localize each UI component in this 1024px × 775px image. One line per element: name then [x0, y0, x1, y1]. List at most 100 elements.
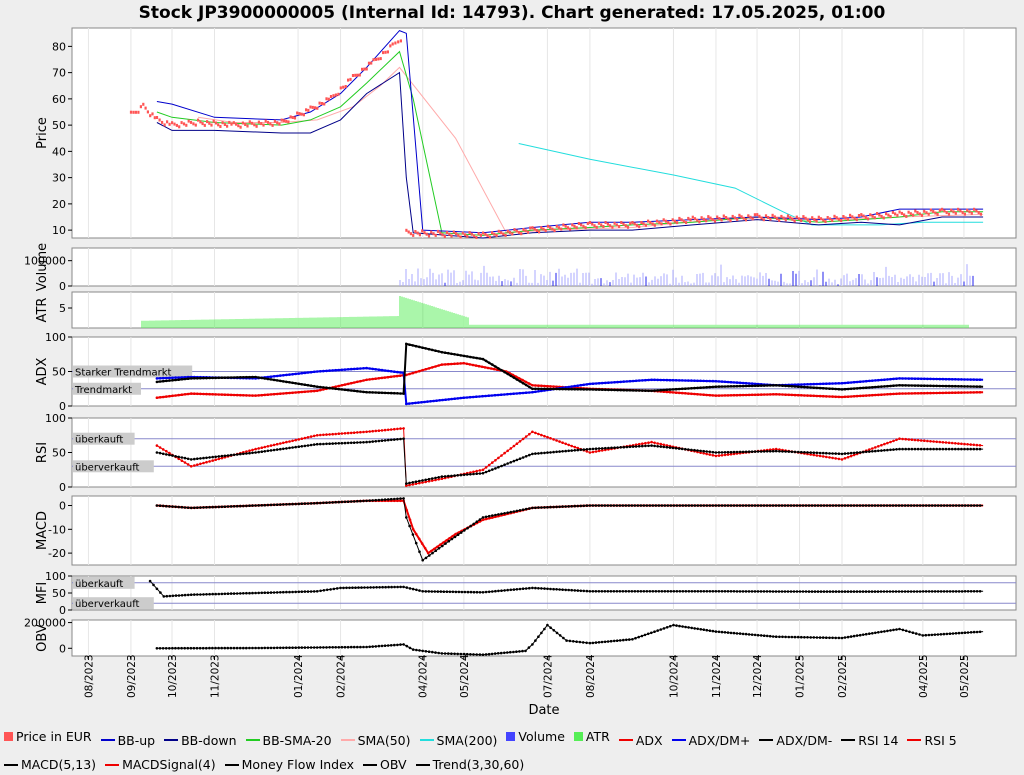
adx-line-point — [978, 391, 982, 394]
dm-minus-line-point — [693, 386, 696, 390]
dm-minus-line-point — [787, 384, 791, 388]
rsi14-line-point — [303, 444, 307, 448]
dm-minus-line-point — [653, 389, 656, 392]
macd-line-point — [960, 504, 964, 507]
mfi-line-point — [439, 590, 443, 593]
dm-minus-line-point — [312, 384, 316, 388]
obv-line-point — [383, 644, 387, 647]
obv-line-point — [506, 651, 509, 654]
y-tick-label: 60 — [52, 93, 66, 106]
mfi-line-point — [427, 590, 431, 593]
rsi5-line-point — [778, 448, 781, 451]
obv-line-point — [726, 631, 730, 634]
rsi5-line-point — [941, 441, 945, 444]
rsi5-line-point — [368, 430, 372, 433]
rsi5-line-point — [910, 438, 914, 442]
adx-line-point — [362, 379, 365, 382]
mfi-line-point — [335, 587, 339, 590]
macd-line-point — [399, 497, 402, 500]
mfi-line-point — [177, 594, 181, 597]
macd-line-point — [816, 504, 820, 507]
rsi5-line-point — [331, 432, 335, 436]
mfi-line-point — [445, 590, 449, 593]
macd-line-point — [852, 504, 856, 507]
price-candle — [506, 229, 509, 233]
dm-minus-line-point — [453, 353, 456, 356]
dm-plus-line-point — [465, 396, 469, 399]
obv-line-point — [399, 643, 402, 646]
macd-line-point — [819, 504, 823, 507]
mfi-line-point — [342, 586, 345, 590]
macd-line-point — [161, 504, 165, 508]
rsi14-line-point — [447, 474, 450, 478]
rsi5-line-point — [537, 432, 540, 436]
dm-minus-line-point — [374, 391, 378, 394]
macd-line-point — [549, 505, 552, 509]
adx-line-point — [468, 363, 472, 366]
obv-line-point — [818, 636, 822, 639]
adx-line-point — [186, 392, 190, 396]
adx-line-point — [690, 392, 693, 396]
rsi5-line-point — [585, 450, 589, 453]
rsi5-line-point — [729, 452, 733, 456]
price-candle — [979, 212, 982, 216]
rsi14-line-point — [503, 463, 506, 467]
dm-plus-line-point — [647, 378, 650, 382]
dm-plus-line-point — [594, 382, 598, 385]
macd-line-point — [272, 503, 276, 507]
rsi5-line-point — [408, 483, 411, 487]
price-candle — [876, 212, 879, 215]
mfi-line-point — [357, 586, 360, 589]
dm-minus-line-point — [349, 389, 353, 392]
adx-line-point — [306, 390, 310, 393]
macd-line-point — [389, 497, 393, 501]
adx-line-point — [732, 393, 736, 397]
dm-minus-line-point — [509, 374, 513, 378]
dm-minus-line-point — [537, 387, 540, 391]
mfi-line-point — [633, 590, 637, 593]
dm-minus-line-point — [518, 380, 522, 383]
macd-line-point — [924, 504, 928, 507]
adx-line-point — [217, 393, 221, 396]
legend-label: SMA(200) — [436, 732, 498, 748]
obv-line-point — [855, 634, 859, 637]
obv-line-point — [499, 651, 503, 655]
mfi-line-point — [942, 590, 946, 593]
macd-line-point — [558, 505, 561, 509]
macd-line-point — [936, 504, 940, 507]
obv-line-point — [161, 647, 165, 650]
price-candle — [676, 221, 679, 225]
macd-line-point — [371, 499, 375, 502]
mfi-line-point — [624, 590, 628, 593]
obv-line-point — [275, 646, 279, 650]
dm-minus-line-point — [543, 387, 546, 391]
macd-line-point — [294, 502, 298, 506]
dm-plus-line-point — [699, 379, 702, 383]
mfi-line-point — [375, 586, 378, 589]
dm-plus-line-point — [408, 402, 411, 405]
obv-line-point — [487, 652, 491, 656]
obv-line-point — [242, 646, 245, 650]
rsi14-line-point — [846, 452, 850, 455]
rsi5-line-point — [183, 461, 187, 464]
obv-line-point — [653, 630, 656, 633]
dm-minus-line-point — [576, 388, 580, 391]
rsi5-line-point — [774, 447, 778, 451]
macd-line-point — [334, 500, 338, 504]
obv-line-point — [895, 628, 898, 631]
dm-minus-line-point — [726, 385, 730, 388]
obv-line-point — [475, 653, 479, 656]
obv-line-point — [238, 646, 242, 650]
price-candle — [866, 217, 870, 221]
mfi-line-point — [717, 590, 721, 593]
rsi14-line-point — [969, 447, 972, 451]
mfi-line-point — [597, 590, 601, 593]
rsi14-line-point — [174, 455, 177, 458]
macd-line-point — [478, 518, 482, 521]
adx-line-point — [365, 378, 368, 382]
y-axis-label: ATR — [35, 298, 50, 323]
y-axis-label: Price — [35, 117, 50, 149]
macd-line-point — [564, 505, 567, 508]
rsi14-line-point — [214, 455, 217, 459]
mfi-line-point — [711, 590, 715, 593]
